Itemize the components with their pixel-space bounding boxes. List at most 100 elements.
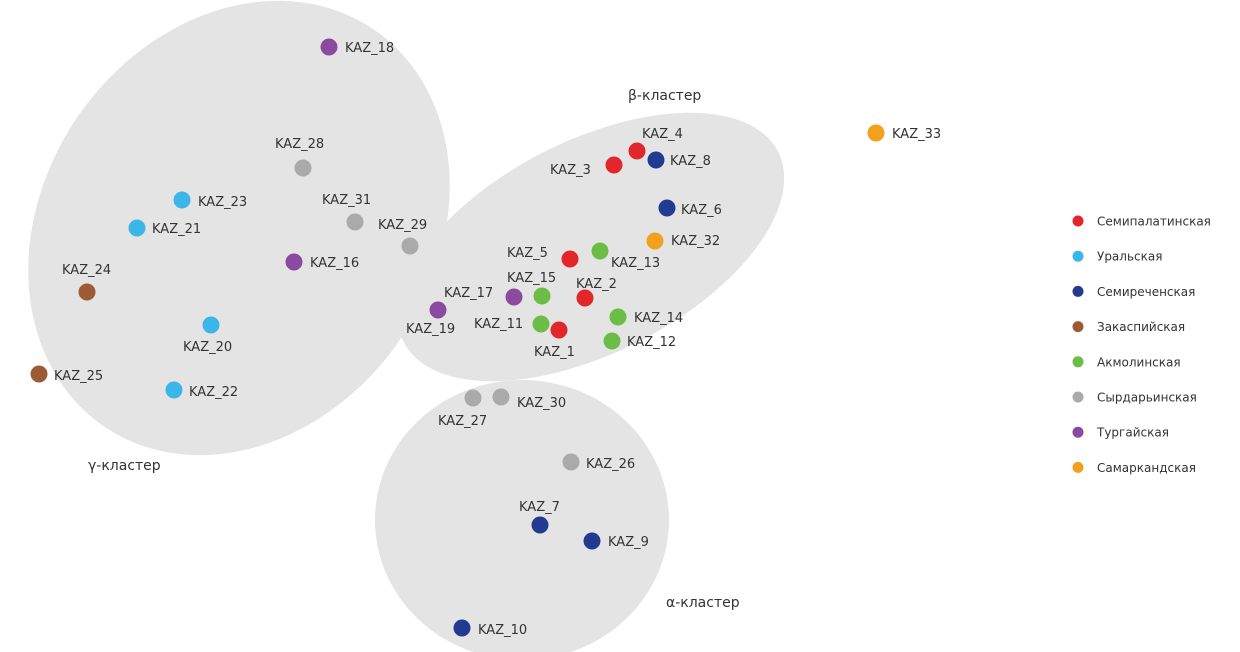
data-point-kaz-11: KAZ_11 bbox=[474, 315, 550, 333]
data-point-kaz-33: KAZ_33 bbox=[867, 124, 941, 142]
data-point-kaz-23: KAZ_23 bbox=[173, 191, 247, 210]
beta-cluster-region bbox=[397, 112, 785, 382]
data-point-kaz-10: KAZ_10 bbox=[453, 619, 527, 638]
data-point-kaz-26: KAZ_26 bbox=[562, 453, 635, 472]
point-label: KAZ_7 bbox=[519, 500, 560, 515]
data-point-kaz-2: KAZ_2 bbox=[576, 277, 617, 307]
point-marker bbox=[401, 237, 419, 255]
point-label: KAZ_30 bbox=[517, 396, 566, 411]
legend-swatch bbox=[1072, 426, 1084, 438]
point-marker bbox=[603, 332, 621, 350]
point-marker bbox=[464, 389, 482, 407]
point-marker bbox=[583, 532, 601, 550]
point-label: KAZ_14 bbox=[634, 311, 683, 326]
point-marker bbox=[285, 253, 303, 271]
legend-swatch bbox=[1072, 215, 1084, 227]
data-point-kaz-21: KAZ_21 bbox=[128, 219, 201, 237]
point-marker bbox=[533, 287, 551, 305]
legend: Семипалатинская Уральская Семиреченская Зак… bbox=[1072, 215, 1211, 475]
data-point-kaz-17: KAZ_17 bbox=[444, 286, 523, 306]
point-marker bbox=[531, 516, 549, 534]
gamma-cluster-region bbox=[28, 0, 450, 456]
point-marker bbox=[609, 308, 627, 326]
data-point-kaz-32: KAZ_32 bbox=[646, 232, 720, 250]
data-point-kaz-30: KAZ_30 bbox=[492, 388, 566, 411]
point-label: KAZ_27 bbox=[438, 414, 487, 429]
point-label: KAZ_4 bbox=[642, 127, 683, 142]
legend-item: Акмолинская bbox=[1072, 355, 1181, 369]
point-marker bbox=[605, 156, 623, 174]
gamma-cluster-label: γ-кластер bbox=[88, 458, 161, 474]
legend-item: Уральская bbox=[1072, 250, 1162, 264]
legend-label: Самаркандская bbox=[1097, 461, 1196, 475]
point-marker bbox=[429, 301, 447, 319]
data-point-kaz-24: KAZ_24 bbox=[62, 263, 111, 301]
point-marker bbox=[658, 199, 676, 217]
point-label: KAZ_1 bbox=[534, 345, 575, 360]
data-point-kaz-28: KAZ_28 bbox=[275, 137, 324, 177]
point-label: KAZ_9 bbox=[608, 535, 649, 550]
legend-swatch bbox=[1072, 321, 1084, 333]
point-marker bbox=[453, 619, 471, 637]
point-marker bbox=[294, 159, 312, 177]
point-label: KAZ_33 bbox=[892, 127, 941, 142]
point-label: KAZ_11 bbox=[474, 317, 523, 332]
cluster-regions bbox=[28, 0, 785, 652]
data-point-kaz-9: KAZ_9 bbox=[583, 532, 649, 550]
data-point-kaz-5: KAZ_5 bbox=[507, 246, 579, 268]
point-label: KAZ_31 bbox=[322, 193, 371, 208]
beta-cluster-label: β-кластер bbox=[628, 88, 701, 104]
point-marker bbox=[128, 219, 146, 237]
point-marker bbox=[647, 151, 665, 169]
data-point-kaz-8: KAZ_8 bbox=[647, 151, 711, 169]
point-label: KAZ_24 bbox=[62, 263, 111, 278]
point-marker bbox=[30, 365, 48, 383]
point-label: KAZ_16 bbox=[310, 256, 359, 271]
cluster-labels: γ-кластер β-кластер α-кластер bbox=[88, 88, 740, 611]
data-point-kaz-13: KAZ_13 bbox=[591, 242, 660, 271]
data-point-kaz-4: KAZ_4 bbox=[628, 127, 683, 160]
point-label: KAZ_28 bbox=[275, 137, 324, 152]
point-marker bbox=[165, 381, 183, 399]
legend-label: Тургайская bbox=[1096, 426, 1169, 440]
point-label: KAZ_23 bbox=[198, 195, 247, 210]
data-point-kaz-19: KAZ_19 bbox=[406, 301, 455, 337]
data-point-kaz-6: KAZ_6 bbox=[658, 199, 722, 218]
point-label: KAZ_26 bbox=[586, 457, 635, 472]
legend-swatch bbox=[1072, 356, 1084, 368]
legend-swatch bbox=[1072, 461, 1084, 473]
legend-label: Семипалатинская bbox=[1097, 215, 1211, 229]
legend-item: Тургайская bbox=[1072, 426, 1169, 440]
legend-label: Семиреченская bbox=[1097, 285, 1195, 299]
point-label: KAZ_13 bbox=[611, 256, 660, 271]
data-point-kaz-14: KAZ_14 bbox=[609, 308, 683, 326]
data-point-kaz-27: KAZ_27 bbox=[438, 389, 487, 429]
point-marker bbox=[628, 142, 646, 160]
point-marker bbox=[505, 288, 523, 306]
point-marker bbox=[346, 213, 364, 231]
legend-item: Сырдарьинская bbox=[1072, 391, 1197, 405]
point-marker bbox=[646, 232, 664, 250]
legend-label: Закаспийская bbox=[1097, 320, 1185, 334]
point-label: KAZ_25 bbox=[54, 369, 103, 384]
point-label: KAZ_19 bbox=[406, 322, 455, 337]
point-marker bbox=[173, 191, 191, 209]
point-label: KAZ_5 bbox=[507, 246, 548, 261]
data-point-kaz-29: KAZ_29 bbox=[378, 218, 427, 255]
data-point-kaz-18: KAZ_18 bbox=[320, 38, 394, 56]
data-point-kaz-25: KAZ_25 bbox=[30, 365, 103, 384]
alpha-cluster-label: α-кластер bbox=[666, 595, 740, 611]
legend-item: Семипалатинская bbox=[1072, 215, 1211, 229]
legend-swatch bbox=[1072, 391, 1084, 403]
data-point-kaz-31: KAZ_31 bbox=[322, 193, 371, 231]
point-label: KAZ_6 bbox=[681, 203, 722, 218]
legend-item: Самаркандская bbox=[1072, 461, 1196, 475]
point-marker bbox=[202, 316, 220, 334]
point-label: KAZ_10 bbox=[478, 623, 527, 638]
legend-swatch bbox=[1072, 250, 1084, 262]
data-point-kaz-1: KAZ_1 bbox=[534, 321, 575, 360]
legend-label: Уральская bbox=[1097, 250, 1162, 264]
point-marker bbox=[561, 250, 579, 268]
point-marker bbox=[867, 124, 885, 142]
